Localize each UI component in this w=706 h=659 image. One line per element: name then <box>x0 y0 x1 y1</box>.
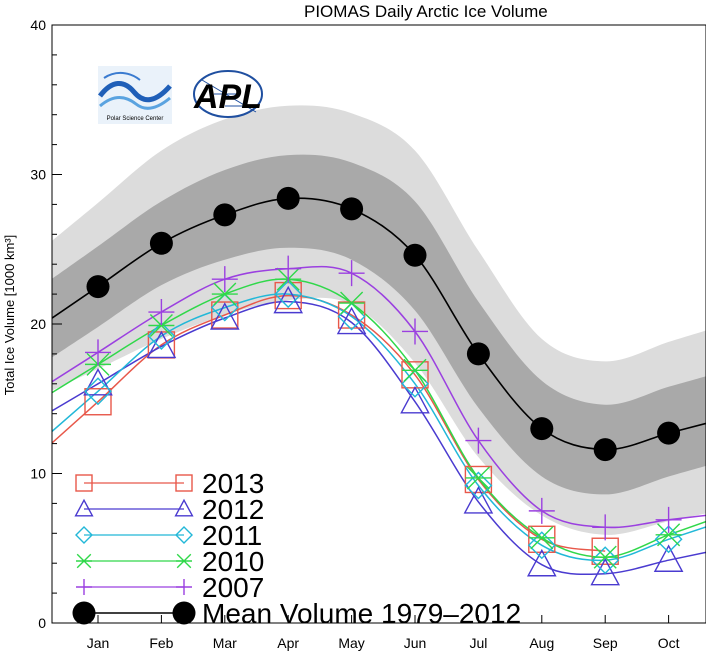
data-point-mean-volume-1979-2012-jan <box>86 275 110 299</box>
y-tick-label-40: 40 <box>30 17 46 33</box>
x-tick-label-apr: Apr <box>277 635 299 651</box>
y-tick-label-10: 10 <box>30 466 46 482</box>
data-point-2012-jul <box>463 486 494 514</box>
legend-marker-right <box>172 601 196 625</box>
data-point-2007-sep <box>592 514 619 541</box>
apl-logo: APL <box>193 70 263 118</box>
legend-marker-left <box>76 579 92 595</box>
data-point-2012-mar <box>209 302 240 330</box>
legend-item-2007: 2007 <box>76 572 264 603</box>
data-point-2011-aug <box>527 531 556 560</box>
data-point-2012-sep <box>590 557 621 586</box>
data-point-2011-apr <box>274 280 303 309</box>
data-point-2010-oct <box>655 523 682 547</box>
x-tick-label-jan: Jan <box>87 635 110 651</box>
x-tick-label-jun: Jun <box>404 635 427 651</box>
data-point-2010-jun <box>402 358 428 382</box>
polar-science-center-logo: Polar Science Center <box>98 66 172 124</box>
legend-marker-left <box>76 553 92 569</box>
data-point-mean-volume-1979-2012-sep <box>593 438 617 462</box>
data-point-2012-jan <box>83 368 113 396</box>
data-point-2012-aug <box>526 548 557 577</box>
legend-item-2013: 2013 <box>75 468 264 499</box>
data-point-2012-oct <box>653 544 684 572</box>
legend-marker-right <box>174 498 194 517</box>
y-tick-label-20: 20 <box>30 316 46 332</box>
legend-marker-right <box>175 526 193 544</box>
data-point-2010-aug <box>528 526 555 550</box>
data-point-2007-jun <box>402 318 428 345</box>
data-point-2007-may <box>338 260 365 287</box>
data-point-2007-jul <box>465 427 492 454</box>
data-point-2007-jan <box>85 339 111 366</box>
legend-label-2013: 2013 <box>202 468 264 499</box>
legend-marker-right <box>176 579 192 595</box>
data-point-2010-may <box>338 291 365 315</box>
x-tick-label-mar: Mar <box>213 635 237 651</box>
data-point-2013-jan <box>84 388 112 416</box>
y-tick-label-30: 30 <box>30 167 46 183</box>
legend-marker-left <box>75 474 93 492</box>
legend-item-2012: 2012 <box>74 494 264 525</box>
data-point-2013-aug <box>528 525 556 553</box>
x-tick-label-may: May <box>338 635 364 651</box>
svg-text:APL: APL <box>193 78 262 116</box>
chart-title: PIOMAS Daily Arctic Ice Volume <box>304 2 548 21</box>
data-point-2010-mar <box>211 282 238 306</box>
data-point-2013-may <box>337 301 366 329</box>
legend-label-2012: 2012 <box>202 494 264 525</box>
data-point-2013-mar <box>211 301 239 329</box>
x-tick-label-aug: Aug <box>529 635 554 651</box>
legend-marker-right <box>175 474 193 492</box>
data-point-2011-jan <box>84 377 112 406</box>
x-tick-label-jul: Jul <box>469 635 487 651</box>
legend-item-mean-volume-1979-2012: Mean Volume 1979–2012 <box>72 598 521 629</box>
data-point-mean-volume-1979-2012-jul <box>466 342 490 366</box>
x-tick-label-oct: Oct <box>658 635 680 651</box>
y-axis-label: Total Ice Volume [1000 km³] <box>2 235 17 395</box>
data-point-2010-sep <box>592 545 619 569</box>
legend-marker-right <box>176 553 192 569</box>
data-point-mean-volume-1979-2012-feb <box>149 231 173 255</box>
data-point-2012-may <box>336 306 367 335</box>
data-point-mean-volume-1979-2012-apr <box>276 186 300 210</box>
data-point-mean-volume-1979-2012-jun <box>403 243 427 267</box>
data-point-2012-feb <box>146 330 177 359</box>
data-point-mean-volume-1979-2012-may <box>340 197 364 221</box>
data-point-2013-jul <box>464 465 493 494</box>
data-point-2007-aug <box>528 497 555 524</box>
data-point-2011-sep <box>591 546 620 575</box>
legend-marker-left <box>72 601 96 625</box>
data-point-2011-feb <box>147 321 176 350</box>
legend-item-2010: 2010 <box>76 546 264 577</box>
legend-marker-left <box>75 526 93 544</box>
data-point-mean-volume-1979-2012-aug <box>530 417 554 441</box>
data-point-2007-apr <box>275 255 302 282</box>
data-point-mean-volume-1979-2012-mar <box>213 203 237 227</box>
legend-label-2007: 2007 <box>202 572 264 603</box>
legend-marker-left <box>74 498 94 517</box>
data-point-2012-jun <box>400 385 430 414</box>
legend-label-2011: 2011 <box>202 520 262 551</box>
svg-text:Polar Science Center: Polar Science Center <box>107 116 164 122</box>
data-point-2007-mar <box>211 266 238 293</box>
band-1-std <box>52 154 706 495</box>
legend-item-2011: 2011 <box>75 520 262 551</box>
data-point-2013-apr <box>274 281 302 310</box>
legend-label-2010: 2010 <box>202 546 264 577</box>
x-tick-label-feb: Feb <box>149 635 173 651</box>
data-point-2011-jul <box>464 471 493 500</box>
y-tick-label-0: 0 <box>38 615 46 631</box>
data-point-2007-oct <box>655 506 682 533</box>
data-point-2007-feb <box>148 299 175 326</box>
data-point-2010-jul <box>465 466 492 490</box>
x-tick-label-sep: Sep <box>593 635 618 651</box>
data-point-2010-feb <box>148 313 175 338</box>
data-point-mean-volume-1979-2012-oct <box>657 421 681 445</box>
legend-label-mean-volume-1979-2012: Mean Volume 1979–2012 <box>202 598 521 629</box>
